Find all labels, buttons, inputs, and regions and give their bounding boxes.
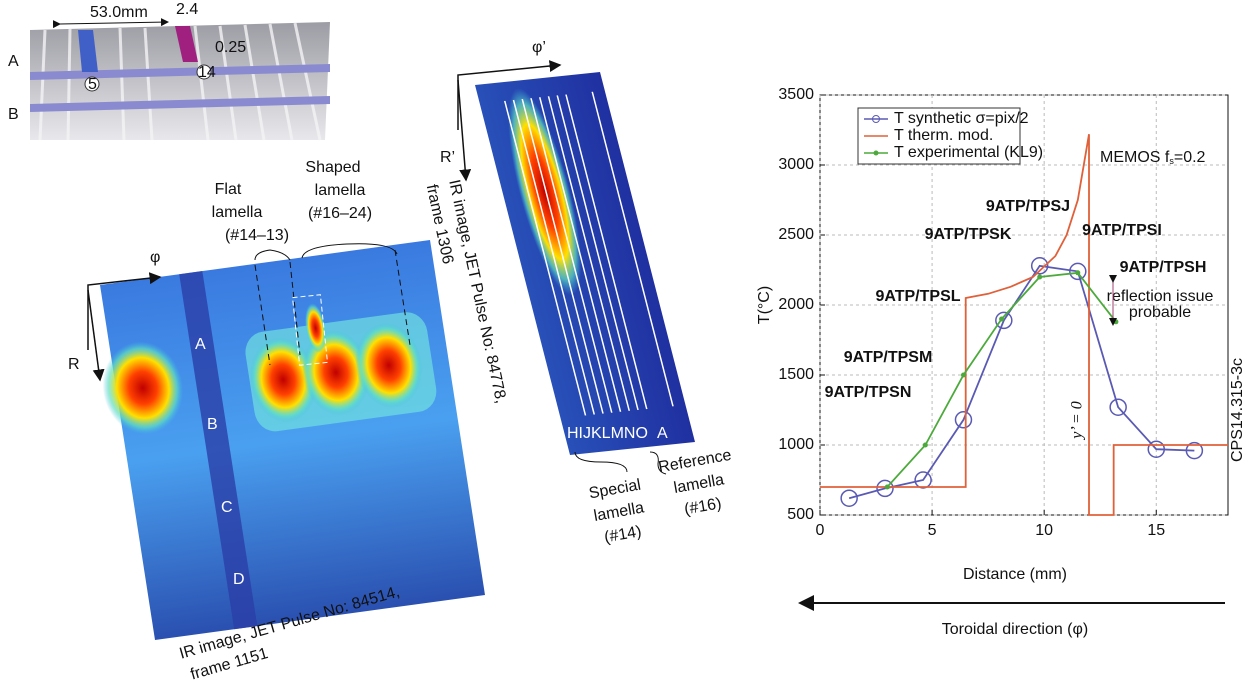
label: C [221, 499, 233, 516]
ir-image: φ R A B C D Flat lamella (#14–13) Shaped la… [68, 159, 485, 683]
legend-label: T experimental (KL9) [894, 144, 1043, 161]
label: A [8, 53, 19, 70]
label: φ [150, 249, 160, 266]
x-tick-label: 5 [928, 522, 937, 539]
y-tick-label: 2000 [778, 296, 814, 313]
y-axis-label: T(°C) [756, 286, 773, 324]
legend-marker [872, 115, 880, 123]
annotation: probable [1129, 304, 1191, 321]
legend-marker [873, 150, 879, 156]
point [914, 471, 932, 489]
point [876, 479, 894, 498]
point [1037, 274, 1043, 280]
label: 2.4 [176, 1, 198, 18]
point [995, 311, 1013, 330]
label: A [195, 336, 206, 353]
legend-label: T therm. mod. [894, 127, 993, 144]
label: B [207, 416, 218, 433]
x-tick-label: 15 [1147, 522, 1165, 539]
label: 5 [88, 76, 97, 93]
point [884, 484, 890, 490]
label: 0.25 [215, 39, 246, 56]
y-tick-label: 3500 [778, 86, 814, 103]
point [960, 372, 966, 378]
point [1069, 262, 1087, 281]
annotation: MEMOS fs=0.2 [1100, 149, 1206, 166]
y-tick-label: 500 [787, 506, 814, 523]
point [1109, 398, 1127, 416]
label: Referencelamella(#16) [657, 447, 741, 522]
label: R [68, 356, 80, 373]
annotation: reflection issue [1107, 288, 1214, 305]
annotation: 9ATP/TPSJ [986, 198, 1070, 215]
point [840, 489, 858, 507]
y-tick-label: 2500 [778, 226, 814, 243]
y-tick-label: 1000 [778, 436, 814, 453]
annotation: y’ = 0 [1069, 401, 1086, 440]
label: Shaped lamella (#16–24) [305, 159, 372, 222]
figure-id: CPS14.315-3c [1229, 358, 1246, 462]
series-line [848, 264, 1195, 500]
label: D [233, 571, 245, 588]
chart: T(°C) Distance (mm) Toroidal direction (… [756, 86, 1246, 638]
lamella-photo: 53.0mm 2.4 0.25 A B 5 14 [8, 1, 330, 141]
label: HIJKLMNO [567, 425, 648, 442]
ir-image: φ’ R’ IR image, JET Pulse No: 84778,fram… [422, 39, 741, 548]
series-line [820, 134, 1228, 516]
point [999, 316, 1005, 322]
annotation: 9ATP/TPSH [1120, 259, 1207, 276]
point [954, 411, 973, 429]
label: 14 [198, 64, 216, 81]
label: φ’ [532, 39, 546, 56]
annotation: 9ATP/TPSM [844, 349, 933, 366]
point [1147, 440, 1166, 458]
direction-label: Toroidal direction (φ) [942, 621, 1088, 638]
label: A [657, 425, 668, 442]
label: Flat lamella (#14–13) [212, 181, 289, 244]
label: 53.0mm [90, 4, 148, 21]
point [922, 442, 928, 448]
point [1075, 270, 1081, 276]
legend-label: T synthetic σ=pix/2 [894, 110, 1029, 127]
label: Speciallamella(#14) [588, 477, 651, 548]
point [1030, 257, 1049, 275]
point [1113, 319, 1119, 325]
annotation: 9ATP/TPSI [1082, 222, 1162, 239]
x-axis-label: Distance (mm) [963, 566, 1067, 583]
label: R’ [440, 149, 455, 166]
annotation: 9ATP/TPSN [825, 384, 912, 401]
x-tick-label: 0 [816, 522, 825, 539]
y-tick-label: 3000 [778, 156, 814, 173]
point [1185, 441, 1204, 460]
annotation: 9ATP/TPSK [925, 226, 1012, 243]
label: B [8, 106, 19, 123]
annotation: 9ATP/TPSL [875, 288, 960, 305]
y-tick-label: 1500 [778, 366, 814, 383]
x-tick-label: 10 [1035, 522, 1053, 539]
